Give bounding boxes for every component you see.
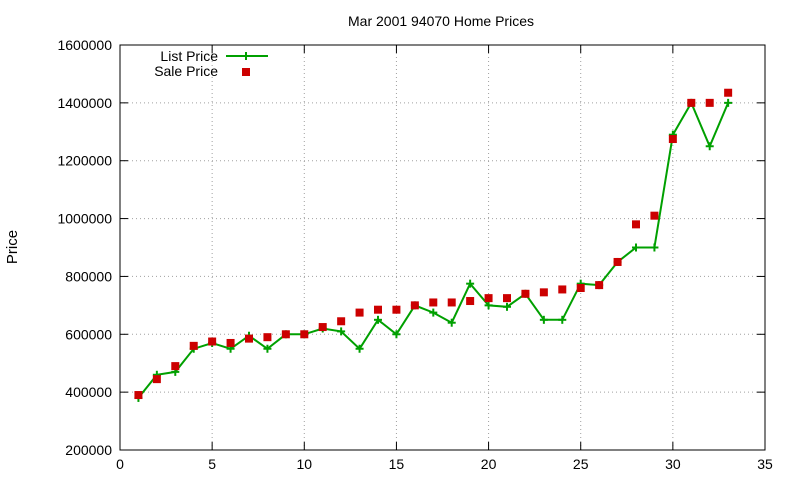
sale-price-point <box>429 298 438 307</box>
x-tick-label: 25 <box>573 456 589 472</box>
sale-price-point <box>410 301 419 310</box>
sale-price-point <box>521 289 530 298</box>
x-tick-label: 5 <box>208 456 216 472</box>
list-price-point <box>558 315 567 324</box>
sale-price-point <box>705 98 714 107</box>
sale-price-point <box>374 305 382 314</box>
sale-price-point <box>687 98 696 107</box>
x-tick-label: 30 <box>665 456 681 472</box>
legend-marker-list-price <box>242 52 250 60</box>
x-ticks: 0 5 10 15 20 25 30 35 <box>116 45 773 472</box>
list-price-point <box>392 330 401 339</box>
sale-price-point <box>595 281 604 290</box>
sale-price-point <box>171 362 180 371</box>
sale-price-point <box>650 211 659 220</box>
legend-marker-sale-price <box>242 68 250 76</box>
sale-price-point <box>189 341 198 350</box>
sale-price-point <box>613 257 622 266</box>
legend-label-list-price: List Price <box>160 48 218 64</box>
x-tick-label: 15 <box>389 456 405 472</box>
sale-price-point <box>226 338 235 347</box>
list-price-point <box>337 327 346 336</box>
sale-price-point <box>392 305 401 314</box>
sale-price-point <box>558 285 567 294</box>
list-price-point <box>650 243 659 252</box>
sale-price-point <box>576 284 585 292</box>
sale-price-point <box>484 294 493 303</box>
list-price-point <box>447 318 456 327</box>
list-price-point <box>705 142 714 151</box>
y-tick-label: 400000 <box>65 384 112 400</box>
legend-label-sale-price: Sale Price <box>154 63 218 79</box>
sale-price-point <box>152 375 161 384</box>
series-list-price <box>134 98 733 402</box>
x-tick-label: 10 <box>296 456 312 472</box>
list-price-point <box>466 279 475 288</box>
sale-price-point <box>466 297 475 306</box>
list-price-point <box>724 98 733 107</box>
sale-price-point <box>318 323 327 332</box>
y-ticks: 200000 400000 600000 800000 1000000 1200000 14… <box>57 37 765 458</box>
sale-price-point <box>668 135 677 144</box>
sale-price-point <box>503 294 511 303</box>
list-price-point <box>539 315 548 324</box>
sale-price-point <box>337 317 346 326</box>
y-tick-label: 1600000 <box>57 37 112 53</box>
sale-price-point <box>281 330 290 339</box>
y-tick-label: 1000000 <box>57 211 112 227</box>
list-price-point <box>263 344 272 353</box>
y-axis-label: Price <box>4 230 21 264</box>
list-price-point <box>484 301 493 310</box>
list-price-point <box>355 344 364 353</box>
sale-price-point <box>245 334 253 343</box>
grid-lines <box>120 45 765 450</box>
list-price-point <box>632 243 640 252</box>
sale-price-point <box>539 288 548 297</box>
chart-title: Mar 2001 94070 Home Prices <box>348 13 534 29</box>
sale-price-point <box>208 337 217 346</box>
list-price-point <box>429 308 438 317</box>
x-tick-label: 20 <box>481 456 497 472</box>
y-tick-label: 800000 <box>65 268 112 284</box>
sale-price-point <box>447 298 456 307</box>
series-sale-price <box>134 88 733 400</box>
sale-price-point <box>724 88 733 97</box>
x-tick-label: 0 <box>116 456 124 472</box>
y-tick-label: 200000 <box>65 442 112 458</box>
y-tick-label: 600000 <box>65 326 112 342</box>
legend: List Price Sale Price <box>154 48 268 79</box>
y-tick-label: 1400000 <box>57 95 112 111</box>
sale-price-point <box>134 391 143 400</box>
list-price-point <box>503 302 511 311</box>
sale-price-point <box>355 308 364 317</box>
sale-price-point <box>300 330 309 339</box>
sale-price-point <box>263 333 272 342</box>
sale-price-point <box>632 220 640 229</box>
list-price-line <box>137 100 730 399</box>
x-tick-label: 35 <box>757 456 773 472</box>
plot-frame <box>119 44 766 451</box>
list-price-point <box>374 315 382 324</box>
y-tick-label: 1200000 <box>57 153 112 169</box>
